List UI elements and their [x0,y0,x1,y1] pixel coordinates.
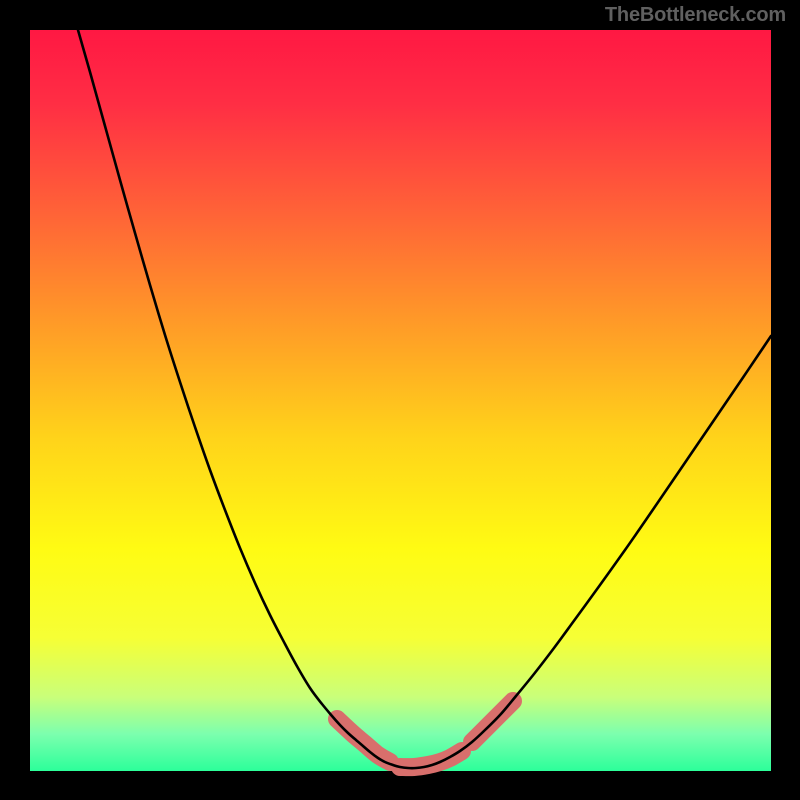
plot-background [30,30,771,771]
chart-container: TheBottleneck.com [0,0,800,800]
watermark-text: TheBottleneck.com [605,4,786,27]
chart-svg [0,0,800,800]
